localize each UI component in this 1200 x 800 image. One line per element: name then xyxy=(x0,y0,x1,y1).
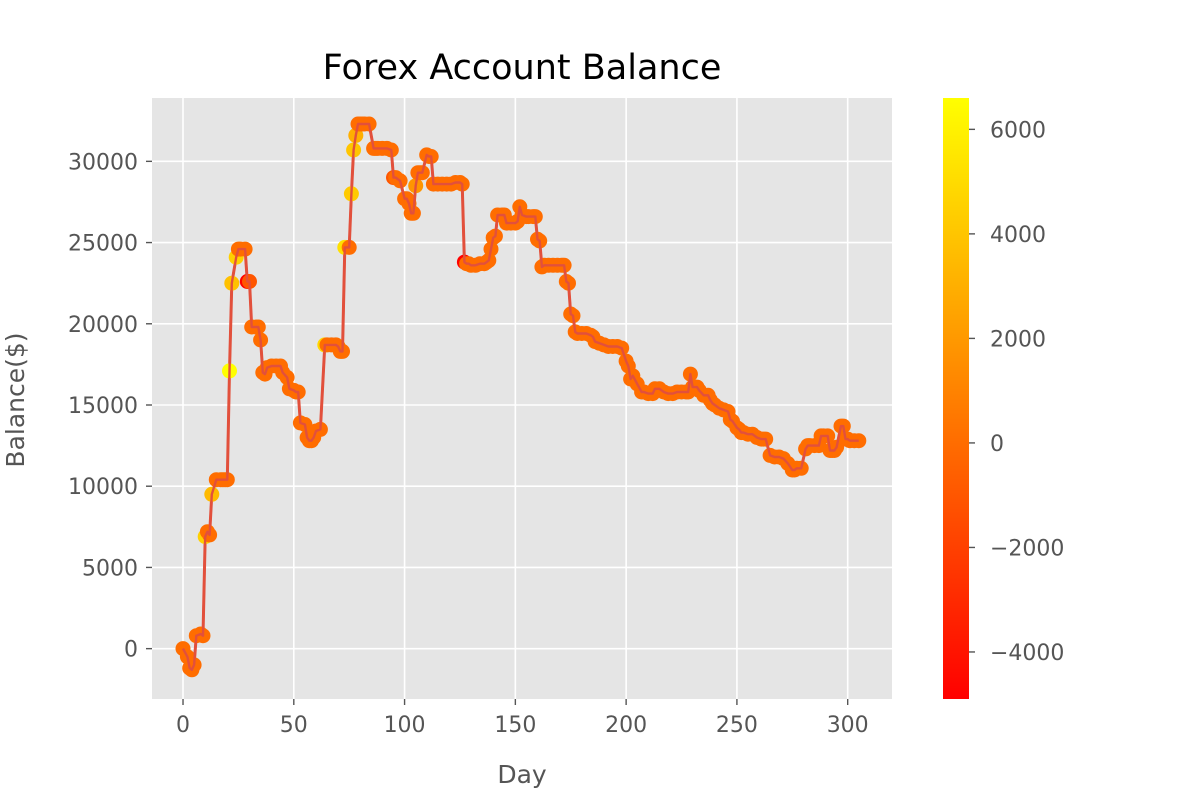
y-tick-label: 20000 xyxy=(68,313,138,338)
chart-title: Forex Account Balance xyxy=(323,48,722,88)
y-axis-ticks: 0 5000 10000 15000 20000 25000 30000 xyxy=(68,150,152,663)
colorbar-ticks: −4000 −2000 0 2000 4000 6000 xyxy=(969,118,1064,666)
x-axis-ticks: 0 50 100 150 200 250 300 xyxy=(176,699,869,738)
x-axis-title: Day xyxy=(497,760,547,789)
x-tick-label: 50 xyxy=(280,713,308,738)
y-tick-label: 0 xyxy=(124,638,138,663)
y-tick-label: 25000 xyxy=(68,232,138,257)
colorbar-tick-label: −4000 xyxy=(990,641,1064,666)
y-axis-title: Balance($) xyxy=(1,332,30,467)
colorbar-gradient xyxy=(943,98,969,699)
y-tick-label: 10000 xyxy=(68,475,138,500)
x-tick-label: 250 xyxy=(716,713,758,738)
x-tick-label: 200 xyxy=(605,713,647,738)
colorbar-tick-label: 6000 xyxy=(990,118,1046,143)
colorbar: −4000 −2000 0 2000 4000 6000 xyxy=(943,98,1064,699)
colorbar-tick-label: 0 xyxy=(990,432,1004,457)
colorbar-tick-label: 2000 xyxy=(990,327,1046,352)
x-tick-label: 100 xyxy=(384,713,426,738)
y-tick-label: 15000 xyxy=(68,394,138,419)
y-tick-label: 30000 xyxy=(68,150,138,175)
colorbar-tick-label: −2000 xyxy=(990,536,1064,561)
x-tick-label: 150 xyxy=(494,713,536,738)
colorbar-tick-label: 4000 xyxy=(990,223,1046,248)
grid-lines xyxy=(152,98,892,699)
y-tick-label: 5000 xyxy=(82,556,138,581)
x-tick-label: 300 xyxy=(827,713,869,738)
balance-line-overlay xyxy=(181,122,859,671)
plot-background xyxy=(152,98,892,699)
x-tick-label: 0 xyxy=(176,713,190,738)
points-layer xyxy=(175,116,867,678)
